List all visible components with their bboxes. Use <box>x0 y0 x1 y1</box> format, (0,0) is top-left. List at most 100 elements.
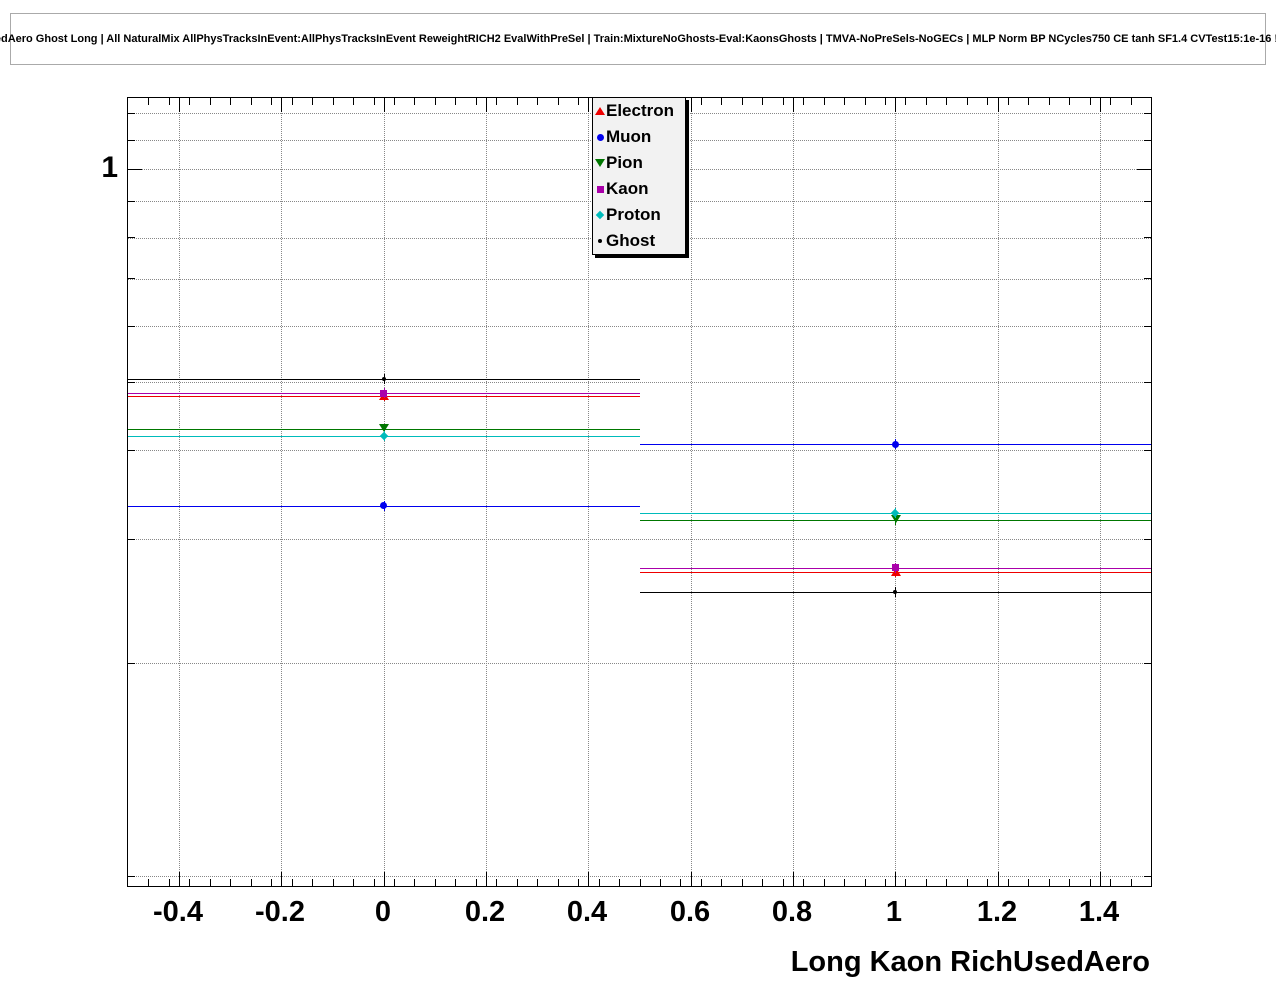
x-tick <box>1089 98 1091 105</box>
x-tick <box>782 879 784 886</box>
x-tick <box>823 98 825 105</box>
x-tick <box>537 879 539 886</box>
x-tick <box>792 872 794 886</box>
x-tick <box>803 879 805 886</box>
y-tick <box>128 325 135 327</box>
pion-marker-icon <box>379 424 390 433</box>
x-tick <box>281 872 283 886</box>
y-tick <box>1137 168 1151 170</box>
x-tick-label: 0.4 <box>566 896 608 928</box>
x-tick <box>332 98 334 105</box>
y-tick <box>128 381 135 383</box>
x-tick <box>168 98 170 105</box>
y-tick <box>128 237 135 239</box>
kaon-marker-icon <box>380 389 388 397</box>
x-tick <box>987 879 989 886</box>
x-tick <box>189 98 191 105</box>
x-tick <box>946 98 948 105</box>
y-tick <box>128 450 135 452</box>
x-tick <box>905 98 907 105</box>
x-tick <box>148 98 150 105</box>
x-tick <box>179 872 181 886</box>
y-tick <box>1144 112 1151 114</box>
proton-legend-marker-icon <box>594 210 606 220</box>
horizontal-gridline <box>128 876 1151 877</box>
x-tick <box>721 879 723 886</box>
x-tick <box>516 98 518 105</box>
legend-label: Ghost <box>606 231 656 250</box>
x-tick <box>353 879 355 886</box>
x-tick <box>1069 879 1071 886</box>
x-tick <box>885 98 887 105</box>
x-tick-label: 1 <box>885 896 903 928</box>
legend: Electron Muon Pion Kaon Proton Ghost <box>592 97 686 255</box>
x-tick <box>895 98 897 112</box>
vertical-gridline <box>281 98 283 886</box>
ghost-marker-icon <box>381 376 386 381</box>
x-tick <box>383 872 385 886</box>
x-tick <box>997 98 999 112</box>
x-tick <box>1110 879 1112 886</box>
x-tick <box>312 879 314 886</box>
x-tick-label: 1.2 <box>976 896 1018 928</box>
x-tick <box>1099 872 1101 886</box>
y-tick <box>128 168 142 170</box>
x-tick <box>383 98 385 112</box>
x-tick <box>803 98 805 105</box>
x-tick <box>1048 98 1050 105</box>
x-tick <box>496 879 498 886</box>
x-axis-title: Long Kaon RichUsedAero <box>790 946 1150 978</box>
vertical-gridline <box>179 98 181 886</box>
x-tick-label: 0.2 <box>464 896 506 928</box>
x-tick <box>741 879 743 886</box>
x-tick <box>209 98 211 105</box>
x-tick <box>475 879 477 886</box>
x-tick <box>393 98 395 105</box>
y-tick <box>128 201 135 203</box>
x-tick <box>946 879 948 886</box>
x-tick <box>690 872 692 886</box>
x-tick <box>271 879 273 886</box>
y-tick <box>1144 381 1151 383</box>
x-tick <box>455 98 457 105</box>
horizontal-gridline <box>128 278 1151 280</box>
muon-marker-icon <box>891 440 899 448</box>
x-tick <box>475 98 477 105</box>
x-tick <box>885 879 887 886</box>
x-tick <box>393 879 395 886</box>
legend-label: Pion <box>606 153 643 172</box>
y-tick <box>1144 201 1151 203</box>
x-tick <box>588 872 590 886</box>
y-tick-label: 1 <box>101 151 118 184</box>
horizontal-gridline <box>128 325 1151 327</box>
legend-label: Muon <box>606 127 652 146</box>
x-tick <box>414 879 416 886</box>
x-tick <box>486 98 488 112</box>
x-tick <box>619 879 621 886</box>
x-tick <box>1007 98 1009 105</box>
x-tick <box>486 872 488 886</box>
y-tick <box>128 663 135 665</box>
x-tick <box>1099 98 1101 112</box>
x-tick <box>966 98 968 105</box>
legend-label: Proton <box>606 205 661 224</box>
x-tick-label: 0.8 <box>771 896 813 928</box>
y-tick <box>1144 450 1151 452</box>
x-tick <box>496 98 498 105</box>
x-tick <box>455 879 457 886</box>
vertical-gridline <box>588 98 590 886</box>
x-tick <box>291 98 293 105</box>
vertical-gridline <box>690 98 692 886</box>
x-tick <box>373 98 375 105</box>
x-tick <box>823 879 825 886</box>
x-tick <box>312 98 314 105</box>
x-tick <box>168 879 170 886</box>
x-tick <box>557 879 559 886</box>
x-tick-label: 1.4 <box>1078 896 1120 928</box>
x-tick <box>148 879 150 886</box>
x-tick <box>1069 98 1071 105</box>
x-tick <box>721 98 723 105</box>
y-tick <box>1144 139 1151 141</box>
x-tick <box>997 872 999 886</box>
vertical-gridline <box>895 98 897 886</box>
